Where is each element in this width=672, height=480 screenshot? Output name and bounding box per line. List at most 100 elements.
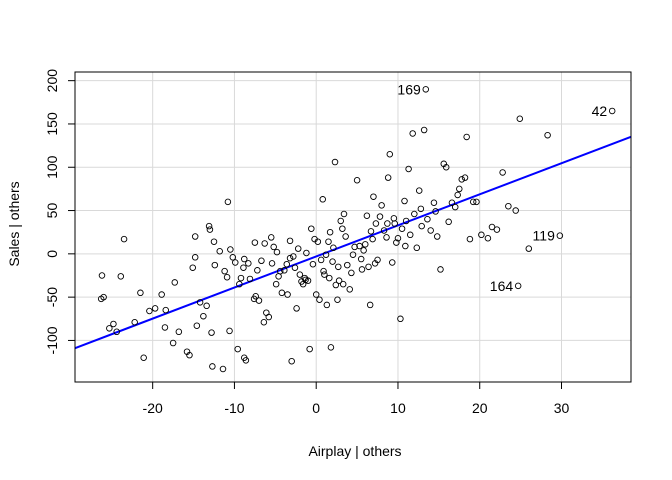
data-point	[320, 267, 327, 275]
data-point	[335, 277, 343, 284]
data-point	[200, 312, 207, 320]
data-point	[376, 213, 384, 220]
data-point	[110, 320, 117, 328]
x-tick-label: 30	[554, 400, 570, 416]
data-point	[418, 222, 425, 230]
data-point	[323, 301, 331, 309]
data-point	[175, 328, 183, 336]
data-point	[242, 357, 250, 364]
data-point	[224, 198, 232, 206]
data-point	[226, 327, 233, 335]
data-point	[232, 259, 239, 266]
data-point	[268, 260, 276, 267]
data-point	[171, 279, 179, 286]
x-axis-title: Airplay | others	[308, 443, 401, 459]
data-point	[363, 212, 371, 219]
data-point	[326, 274, 333, 282]
data-point	[223, 273, 231, 281]
data-point	[206, 226, 214, 233]
data-point	[356, 242, 363, 250]
data-point	[556, 232, 564, 239]
data-point	[484, 235, 492, 242]
data-point	[516, 115, 524, 123]
data-point	[158, 291, 165, 298]
data-point	[234, 345, 241, 353]
data-point	[319, 196, 326, 203]
data-point	[140, 354, 147, 362]
data-point	[245, 260, 252, 267]
data-point	[106, 325, 113, 332]
x-tick-label: -20	[143, 400, 163, 416]
data-point	[330, 244, 337, 252]
data-point	[254, 267, 261, 274]
data-point	[240, 264, 247, 271]
data-point	[430, 199, 438, 207]
data-point	[432, 208, 439, 215]
data-point	[117, 273, 125, 280]
x-tick-label: 20	[472, 400, 488, 416]
data-point	[427, 227, 434, 234]
data-point	[250, 295, 258, 303]
data-point	[237, 274, 245, 282]
data-point	[258, 257, 265, 265]
data-point	[463, 133, 470, 141]
data-point	[131, 319, 138, 326]
data-point	[380, 227, 388, 234]
data-point	[415, 187, 423, 194]
data-point	[383, 234, 390, 241]
data-point	[473, 198, 480, 206]
data-point	[422, 86, 430, 93]
data-point	[246, 275, 254, 283]
data-point	[189, 264, 196, 271]
data-point	[306, 345, 313, 353]
data-point	[456, 185, 463, 193]
data-point	[169, 339, 177, 347]
data-point	[113, 328, 120, 336]
y-tick-label: 200	[44, 69, 60, 93]
data-point	[290, 253, 297, 260]
data-point	[283, 260, 291, 268]
data-point	[193, 322, 201, 329]
data-point	[227, 246, 234, 253]
data-point	[339, 225, 346, 232]
y-tick-label: -50	[44, 287, 60, 307]
data-point	[349, 251, 357, 258]
data-point	[478, 231, 485, 239]
data-point	[417, 205, 425, 213]
data-point	[358, 266, 366, 273]
y-tick-label: 0	[44, 250, 60, 258]
data-point	[405, 165, 412, 173]
x-tick-label: 10	[390, 400, 406, 416]
data-point	[386, 151, 394, 158]
data-point	[191, 254, 199, 261]
y-tick-label: 150	[44, 112, 60, 136]
data-point	[374, 256, 381, 264]
data-point	[196, 299, 204, 306]
data-point	[365, 263, 372, 271]
data-point	[348, 269, 355, 277]
data-point	[276, 267, 284, 275]
data-point	[493, 226, 501, 233]
data-point	[458, 176, 465, 183]
data-point	[398, 225, 406, 232]
data-point	[281, 267, 288, 274]
point-label: 119	[533, 228, 556, 244]
data-point	[236, 280, 243, 288]
data-point	[261, 240, 268, 247]
data-point	[98, 272, 106, 279]
data-point	[384, 220, 391, 227]
data-point	[191, 233, 199, 240]
data-point	[402, 217, 410, 225]
data-point	[466, 235, 474, 243]
grid-lines	[75, 72, 631, 382]
data-point	[284, 291, 291, 298]
data-point	[221, 267, 228, 275]
data-point	[291, 264, 299, 271]
data-point	[251, 239, 259, 246]
data-point	[209, 363, 216, 370]
data-point	[388, 259, 396, 266]
data-point	[344, 261, 351, 269]
point-label: 164	[490, 278, 514, 294]
data-point	[265, 313, 273, 321]
data-point	[327, 344, 335, 351]
